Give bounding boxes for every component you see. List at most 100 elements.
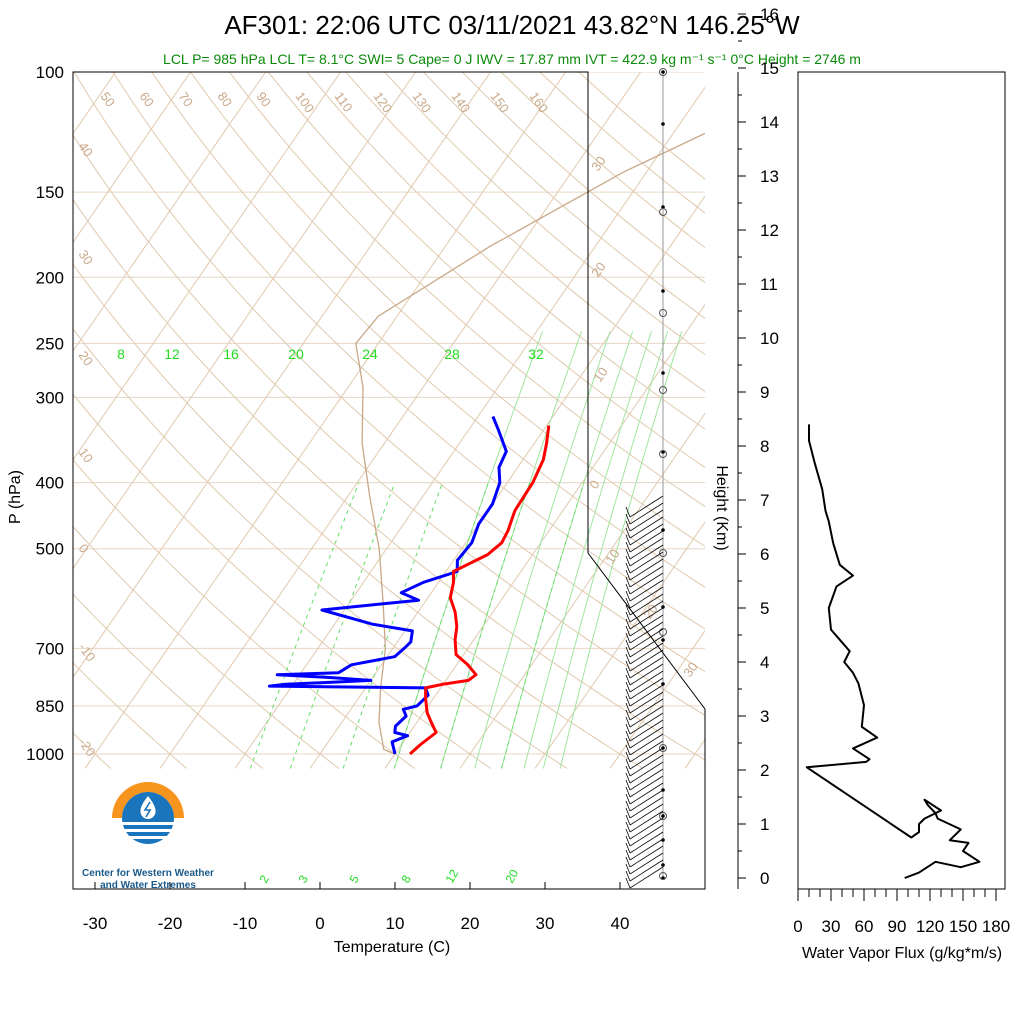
wind-barb-staff xyxy=(629,523,664,546)
wind-barb-staff xyxy=(629,656,664,679)
wind-barb-staff xyxy=(629,810,664,833)
isotherm-line xyxy=(459,412,705,769)
wind-barb-staff xyxy=(629,719,664,742)
x-tick-label: 10 xyxy=(386,914,405,933)
wind-barb-staff xyxy=(629,558,664,581)
dry-adiabat-line xyxy=(73,593,264,769)
wind-barb-flag xyxy=(625,583,631,595)
height-tick-label: 9 xyxy=(760,383,769,402)
wind-barb-flag xyxy=(625,520,631,532)
wind-barb-flag xyxy=(625,548,631,560)
wind-barb-flag xyxy=(625,506,631,518)
dry-adiabat-line xyxy=(73,328,568,769)
mixing-ratio-dashed-line xyxy=(249,482,360,769)
wind-calm-circle xyxy=(659,450,667,458)
wind-barb-flag xyxy=(625,597,631,609)
wind-level-dot xyxy=(661,682,665,686)
dry-adiabat-line xyxy=(229,72,705,508)
wind-barb-staff xyxy=(629,565,664,588)
wind-barb-flag xyxy=(625,870,631,882)
logo-text-line2: and Water Extremes xyxy=(100,880,196,891)
wind-barb-flag xyxy=(625,730,631,742)
skewed-isotherm-label: 30 xyxy=(680,659,701,679)
wind-level-dot xyxy=(661,863,665,867)
wind-barb-flag xyxy=(625,828,631,840)
y-tick-label: 700 xyxy=(36,639,64,658)
wind-barb-staff xyxy=(629,712,664,735)
wind-barb-staff xyxy=(629,838,664,861)
dry-adiabat-label: 90 xyxy=(254,89,275,109)
wind-barb-staff xyxy=(629,670,664,693)
wind-barb-flag xyxy=(625,821,631,833)
wind-barb-flag xyxy=(625,695,631,707)
wind-level-dot xyxy=(661,876,665,880)
dry-adiabat-line xyxy=(0,72,35,769)
x-axis-label: Temperature (C) xyxy=(334,939,450,956)
dry-adiabat-line xyxy=(190,72,705,548)
y-tick-label: 850 xyxy=(36,697,64,716)
wind-barb-staff xyxy=(629,537,664,560)
wind-barb-staff xyxy=(629,635,664,658)
x-tick-label: 20 xyxy=(461,914,480,933)
wind-barb-staff xyxy=(629,796,664,819)
wind-calm-circle xyxy=(659,628,667,636)
wind-barb-staff xyxy=(629,782,664,805)
cw3e-logo: Center for Western Weather and Water Ext… xyxy=(82,782,214,891)
wind-barb-staff xyxy=(629,789,664,812)
wind-barb-staff xyxy=(629,705,664,728)
wind-barb-flag xyxy=(625,737,631,749)
wind-barb-staff xyxy=(629,495,664,518)
wind-calm-circle xyxy=(659,68,667,76)
dry-adiabat-line xyxy=(384,72,705,356)
wind-calm-circle xyxy=(659,744,667,752)
mixing-ratio-line xyxy=(559,331,683,769)
isotherm-line xyxy=(73,72,191,244)
wind-barb-staff xyxy=(629,859,664,882)
dry-adiabat-line xyxy=(151,72,705,588)
isotherm-line xyxy=(73,72,266,352)
wind-calm-circle xyxy=(659,386,667,394)
wind-barb-flag xyxy=(625,849,631,861)
height-tick-label: 10 xyxy=(760,329,779,348)
wind-barb-flag xyxy=(625,562,631,574)
dry-adiabat-line xyxy=(73,263,644,769)
wind-barb-flag xyxy=(625,807,631,819)
wind-barb-flag xyxy=(625,772,631,784)
wind-barb-flag xyxy=(625,611,631,623)
wind-barb-staff xyxy=(629,516,664,539)
logo-drop-icon xyxy=(140,796,156,819)
mixing-ratio-label: 16 xyxy=(223,346,239,362)
chart-subtitle: LCL P= 985 hPa LCL T= 8.1°C SWI= 5 Cape=… xyxy=(163,51,861,67)
height-tick-label: 11 xyxy=(760,275,778,294)
height-tick-label: 3 xyxy=(760,707,769,726)
dry-adiabat-line xyxy=(112,72,705,630)
background-lines xyxy=(0,72,705,769)
wind-barb-flag xyxy=(625,555,631,567)
wind-barb-flag xyxy=(625,541,631,553)
wind-barb-flag xyxy=(625,646,631,658)
y-tick-label: 150 xyxy=(36,183,64,202)
wind-calm-circle xyxy=(659,208,667,216)
dry-adiabat-label: 50 xyxy=(98,89,119,109)
wind-barb-flag xyxy=(625,758,631,770)
y-tick-label: 300 xyxy=(36,388,64,407)
dry-adiabat-label: 60 xyxy=(137,89,158,109)
wind-barb-staff xyxy=(629,824,664,847)
wind-barb-flag xyxy=(625,618,631,630)
wind-barb-staff xyxy=(629,509,664,532)
logo-text-line1: Center for Western Weather xyxy=(82,868,214,879)
isotherm-label: 40 xyxy=(76,139,97,159)
isotherm-label: 10 xyxy=(76,445,97,465)
wind-calm-circle xyxy=(659,309,667,317)
wind-calm-circle xyxy=(659,872,667,880)
wind-barb-flag xyxy=(625,625,631,637)
wind-barb-flag xyxy=(625,639,631,651)
wind-barb-staff xyxy=(629,544,664,567)
isotherm-line xyxy=(609,629,705,769)
wind-barb-staff xyxy=(629,733,664,756)
skewt-plot-area xyxy=(73,72,705,889)
wind-barb-flag xyxy=(625,779,631,791)
isotherm-line xyxy=(534,521,705,769)
